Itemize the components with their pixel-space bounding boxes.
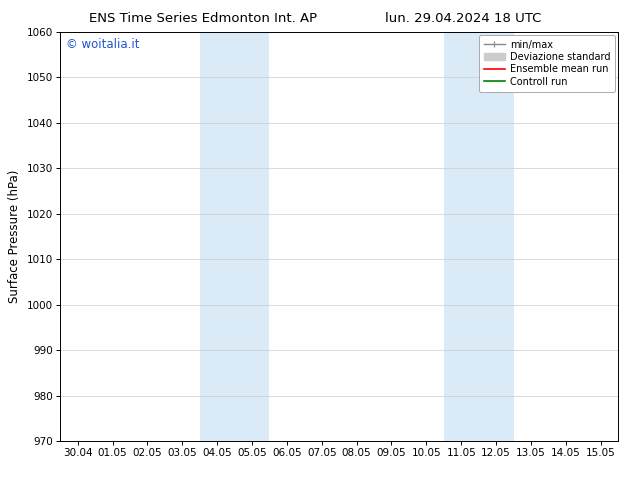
Text: ENS Time Series Edmonton Int. AP: ENS Time Series Edmonton Int. AP (89, 12, 317, 25)
Bar (444, 32, 514, 441)
Bar (200, 32, 269, 441)
Legend: min/max, Deviazione standard, Ensemble mean run, Controll run: min/max, Deviazione standard, Ensemble m… (479, 35, 615, 92)
Y-axis label: Surface Pressure (hPa): Surface Pressure (hPa) (8, 170, 22, 303)
Text: lun. 29.04.2024 18 UTC: lun. 29.04.2024 18 UTC (385, 12, 541, 25)
Text: © woitalia.it: © woitalia.it (66, 38, 139, 51)
